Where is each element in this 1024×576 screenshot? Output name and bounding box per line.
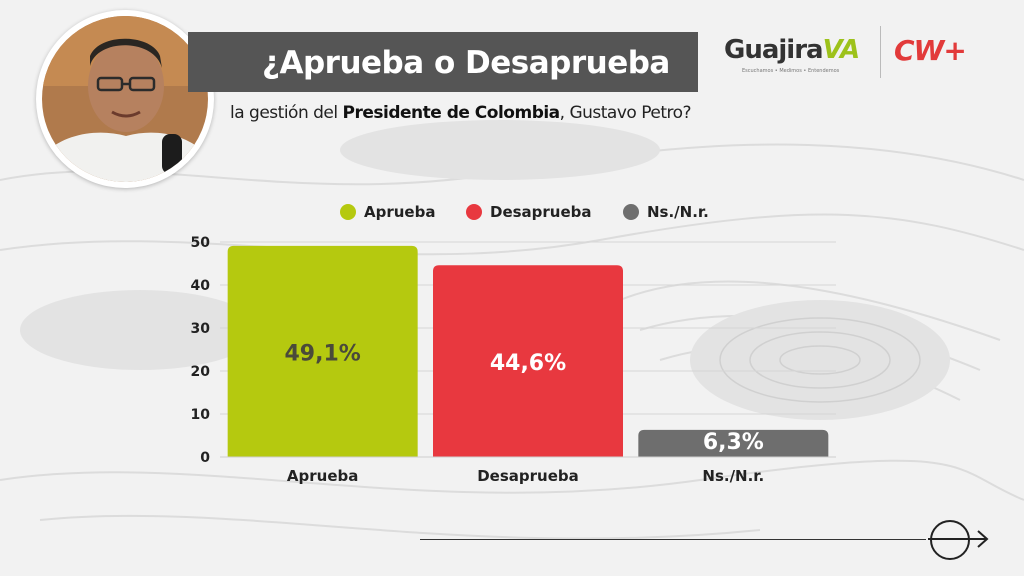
y-tick-label: 20 (191, 364, 211, 380)
legend-swatch-aprueba (340, 204, 356, 220)
guajirava-tagline: Escuchamos • Medimos • Entendemos (742, 68, 840, 74)
arrow-right-circle-icon[interactable] (928, 518, 990, 562)
bar-value-label: 44,6% (490, 351, 566, 376)
legend-label-desaprueba: Desaprueba (490, 203, 592, 221)
legend-label-aprueba: Aprueba (364, 203, 436, 221)
legend-label-ns-nr: Ns./N.r. (647, 203, 709, 221)
legend-item-aprueba: Aprueba (340, 201, 435, 223)
subtitle-emphasis: Presidente de Colombia (342, 103, 561, 123)
page-subtitle: la gestión del Presidente de Colombia, G… (230, 100, 692, 126)
bar-value-label: 6,3% (703, 430, 764, 455)
legend-item-ns-nr: Ns./N.r. (623, 201, 709, 223)
y-tick-label: 0 (200, 450, 210, 466)
x-tick-label: Desaprueba (477, 467, 579, 485)
y-tick-label: 40 (191, 278, 211, 294)
y-tick-label: 10 (191, 407, 211, 423)
guajira-wordmark: Guajira (724, 35, 824, 65)
legend-swatch-desaprueba (466, 204, 482, 220)
cw-plus-logo: CW+ (894, 34, 967, 67)
subtitle-suffix: , Gustavo Petro? (559, 103, 692, 123)
bar (227, 245, 418, 457)
title-banner (188, 32, 698, 92)
president-portrait (36, 10, 214, 188)
y-tick-label: 50 (191, 235, 211, 251)
subtitle-prefix: la gestión del (230, 103, 343, 123)
page-title: ¿Aprueba o Desaprueba (262, 45, 670, 81)
bar-value-label: 49,1% (285, 341, 361, 366)
bar (638, 429, 829, 457)
bar (433, 265, 623, 457)
logo-divider (880, 26, 881, 78)
y-tick-label: 30 (191, 321, 211, 337)
footer-line (420, 539, 926, 540)
x-tick-label: Ns./N.r. (702, 467, 764, 485)
guajirava-logo: GuajiraVA (724, 32, 860, 68)
legend-item-desaprueba: Desaprueba (466, 201, 592, 223)
va-wordmark: VA (822, 35, 860, 65)
legend-swatch-ns-nr (623, 204, 639, 220)
x-tick-label: Aprueba (287, 467, 358, 485)
